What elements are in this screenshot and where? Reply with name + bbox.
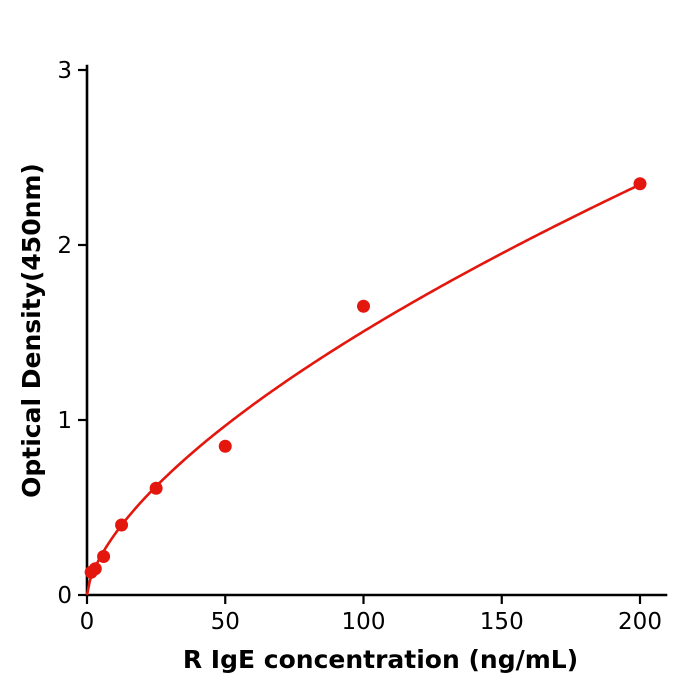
tick-marks: [78, 68, 642, 604]
y-tick-label: 2: [57, 233, 72, 259]
axis-spines: [85, 64, 668, 597]
data-point: [149, 481, 163, 495]
x-tick-label: 50: [211, 609, 240, 635]
y-axis-label: Optical Density(450nm): [17, 163, 46, 498]
x-tick-label: 150: [480, 609, 524, 635]
y-tick-label: 1: [57, 408, 72, 434]
data-point: [88, 562, 102, 576]
data-point: [115, 518, 129, 532]
data-point: [357, 299, 370, 313]
fit-curve: [85, 183, 641, 596]
x-tick-label: 200: [618, 609, 662, 635]
data-points: [84, 177, 647, 579]
data-point: [218, 439, 232, 453]
y-tick-label: 0: [57, 583, 72, 609]
data-point: [97, 550, 111, 563]
axes: [85, 64, 668, 597]
tick-labels: 0 50 100 150 200 0 1 2 3: [57, 58, 662, 635]
x-tick-label: 100: [342, 609, 386, 635]
x-axis-label: R IgE concentration (ng/mL): [183, 645, 578, 674]
data-point: [633, 177, 647, 191]
x-tick-label: 0: [80, 609, 95, 635]
y-tick-label: 3: [57, 58, 72, 84]
